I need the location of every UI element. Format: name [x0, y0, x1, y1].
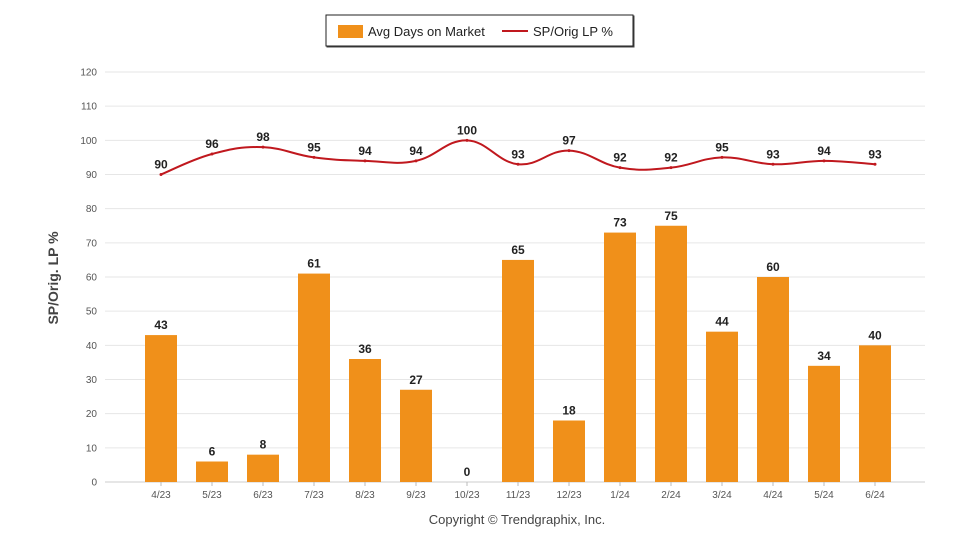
bar-value-label: 61 — [307, 257, 321, 271]
bar — [757, 277, 789, 482]
bar — [706, 331, 738, 482]
y-tick-label: 80 — [86, 204, 98, 215]
line-point — [363, 159, 367, 163]
y-tick-label: 10 — [86, 443, 98, 454]
x-tick-label: 1/24 — [610, 490, 630, 501]
y-tick-label: 30 — [86, 375, 98, 386]
bar — [196, 461, 228, 482]
x-tick-label: 9/23 — [406, 490, 426, 501]
bar — [502, 259, 534, 482]
x-tick-label: 4/23 — [151, 490, 171, 501]
bar-value-label: 36 — [358, 342, 372, 356]
line-value-label: 95 — [715, 140, 729, 154]
x-axis: 4/23 5/23 6/23 7/23 8/23 9/23 10/23 11/23 12/23 1… — [151, 482, 885, 501]
bar-value-label: 27 — [409, 373, 423, 387]
bar-value-label: 75 — [664, 209, 678, 223]
y-tick-label: 100 — [80, 136, 97, 147]
line-point — [822, 159, 826, 163]
y-axis-title: SP/Orig. LP % — [45, 231, 61, 325]
bar-value-label: 0 — [464, 465, 471, 479]
line-value-label: 93 — [766, 147, 780, 161]
copyright-footer: Copyright © Trendgraphix, Inc. — [429, 512, 606, 527]
line-value-label: 98 — [256, 130, 270, 144]
x-tick-label: 4/24 — [763, 490, 783, 501]
line-value-label: 92 — [613, 151, 627, 165]
line-value-label: 93 — [868, 147, 882, 161]
line-point — [261, 145, 265, 149]
line-value-label: 94 — [358, 144, 372, 158]
line-point — [873, 162, 877, 166]
bar-value-label: 65 — [511, 243, 525, 257]
bar-value-label: 40 — [868, 328, 882, 342]
line-point — [210, 152, 214, 156]
line-value-label: 92 — [664, 151, 678, 165]
x-tick-label: 6/23 — [253, 490, 273, 501]
y-tick-label: 120 — [80, 68, 97, 79]
line-point — [618, 166, 622, 170]
x-tick-label: 12/23 — [556, 490, 581, 501]
legend: Avg Days on Market SP/Orig LP % — [325, 14, 635, 48]
legend-line-label: SP/Orig LP % — [533, 24, 613, 39]
line-point — [567, 149, 571, 153]
x-tick-label: 8/23 — [355, 490, 375, 501]
y-tick-label: 20 — [86, 409, 98, 420]
x-tick-label: 2/24 — [661, 490, 681, 501]
bar-series: 43 6 8 61 36 27 0 65 18 73 75 44 60 34 40 — [145, 209, 891, 482]
y-tick-label: 60 — [86, 273, 98, 284]
bar-value-label: 44 — [715, 315, 729, 329]
line-point — [771, 162, 775, 166]
bar-value-label: 6 — [209, 445, 216, 459]
bar-value-label: 18 — [562, 404, 576, 418]
bar-value-label: 8 — [260, 438, 267, 452]
line-value-label: 90 — [154, 158, 168, 172]
line-value-label: 97 — [562, 134, 576, 148]
legend-bar-swatch — [338, 25, 363, 38]
y-axis: 0 10 20 30 40 50 60 70 80 90 100 110 120 — [80, 68, 97, 489]
bar — [655, 225, 687, 482]
line-point — [720, 155, 724, 159]
y-tick-label: 0 — [91, 478, 97, 489]
bar — [808, 365, 840, 482]
line-value-label: 95 — [307, 140, 321, 154]
bar — [604, 232, 636, 482]
x-tick-label: 5/24 — [814, 490, 834, 501]
y-tick-label: 40 — [86, 341, 98, 352]
y-tick-label: 50 — [86, 307, 98, 318]
bar — [859, 345, 891, 482]
bar — [553, 420, 585, 482]
bar — [145, 335, 177, 482]
bar — [298, 273, 330, 482]
bar-value-label: 34 — [817, 349, 831, 363]
bar — [247, 454, 279, 482]
bar-value-label: 60 — [766, 260, 780, 274]
x-tick-label: 3/24 — [712, 490, 732, 501]
line-point — [312, 155, 316, 159]
y-tick-label: 70 — [86, 238, 98, 249]
line-point — [414, 159, 418, 163]
bar — [400, 389, 432, 482]
line-value-label: 93 — [511, 147, 525, 161]
legend-bar-label: Avg Days on Market — [368, 24, 485, 39]
line-value-label: 94 — [409, 144, 423, 158]
x-tick-label: 7/23 — [304, 490, 324, 501]
line-value-label: 96 — [205, 137, 219, 151]
x-tick-label: 11/23 — [506, 490, 531, 501]
x-tick-label: 5/23 — [202, 490, 222, 501]
y-tick-label: 110 — [81, 102, 97, 113]
line-value-label: 94 — [817, 144, 831, 158]
x-tick-label: 10/23 — [454, 490, 479, 501]
line-point — [669, 166, 673, 170]
line-point — [516, 162, 520, 166]
line-point — [159, 173, 163, 176]
x-tick-label: 6/24 — [865, 490, 885, 501]
y-tick-label: 90 — [86, 170, 98, 181]
line-value-label: 100 — [457, 123, 477, 137]
bar-value-label: 43 — [154, 318, 168, 332]
line-point — [465, 138, 469, 142]
bar-value-label: 73 — [613, 216, 627, 230]
line-series-labels: 90 96 98 95 94 94 100 93 97 92 92 95 93 94 93 — [154, 123, 882, 176]
bar — [349, 359, 381, 482]
